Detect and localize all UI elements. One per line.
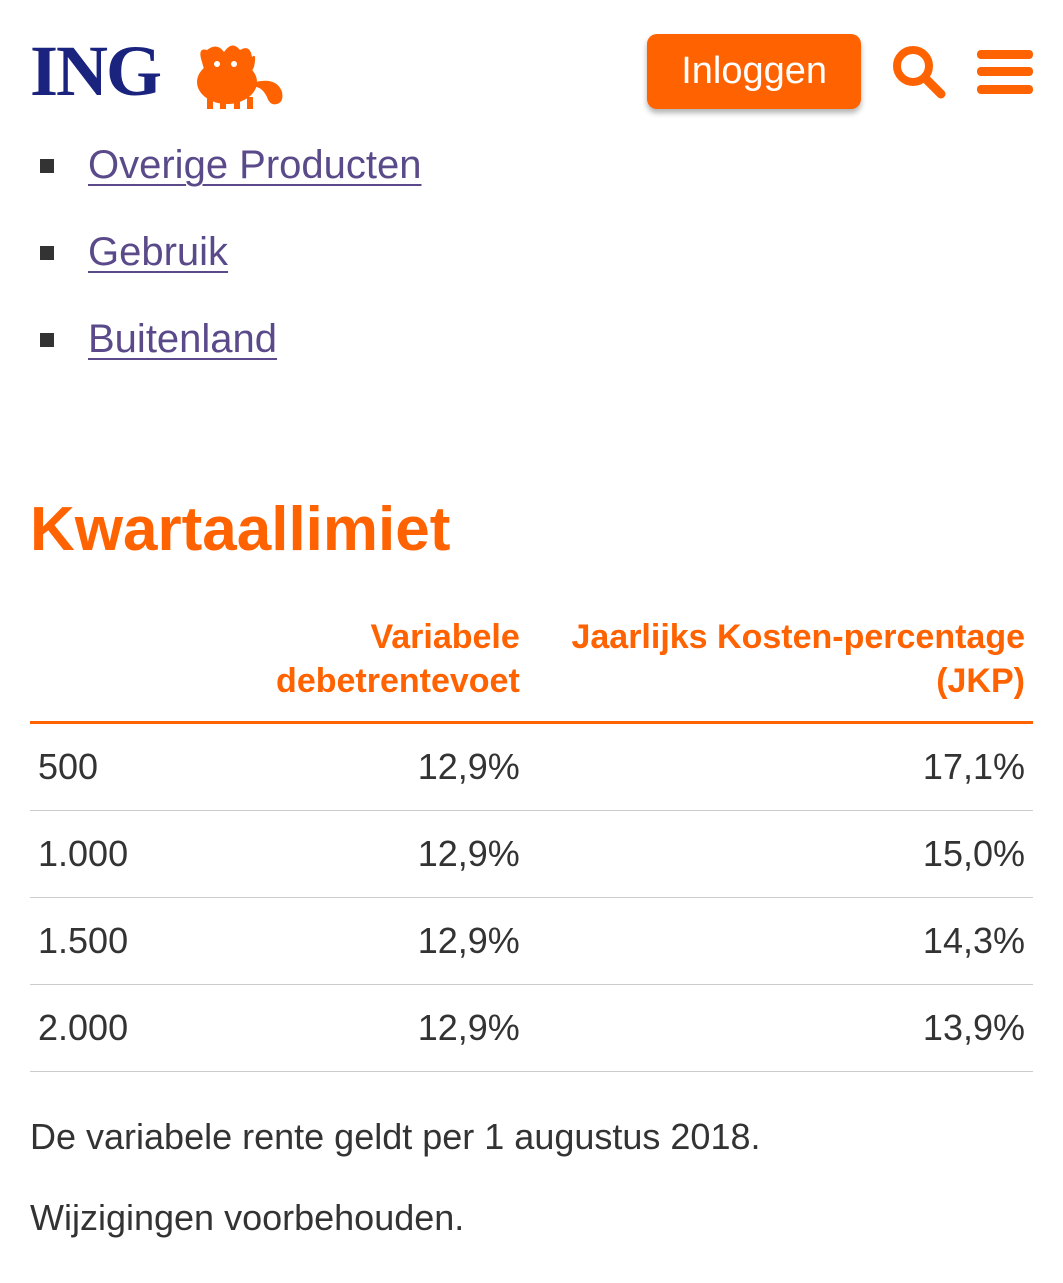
login-button[interactable]: Inloggen — [647, 34, 861, 109]
logo-text: ING — [30, 30, 160, 113]
table-header-row: Variabele debetrentevoet Jaarlijks Koste… — [30, 605, 1033, 723]
hamburger-bar — [977, 67, 1033, 76]
table-cell-jkp: 17,1% — [528, 723, 1033, 811]
hamburger-bar — [977, 85, 1033, 94]
nav-item-gebruik: Gebruik — [40, 230, 1023, 275]
kwartaallimiet-table: Variabele debetrentevoet Jaarlijks Koste… — [30, 605, 1033, 1072]
table-cell-jkp: 13,9% — [528, 985, 1033, 1072]
footer-note-1: De variabele rente geldt per 1 augustus … — [30, 1112, 1033, 1162]
table-row: 1.000 12,9% 15,0% — [30, 811, 1033, 898]
table-cell-debet: 12,9% — [136, 985, 528, 1072]
search-icon[interactable] — [891, 44, 947, 100]
table-cell-debet: 12,9% — [136, 723, 528, 811]
table-cell-debet: 12,9% — [136, 811, 528, 898]
table-cell-jkp: 14,3% — [528, 898, 1033, 985]
footer-notes: De variabele rente geldt per 1 augustus … — [0, 1082, 1063, 1283]
nav-item-buitenland: Buitenland — [40, 317, 1023, 362]
nav-link-overige-producten[interactable]: Overige Producten — [88, 143, 422, 188]
lion-icon — [172, 32, 292, 112]
table-header-debet: Variabele debetrentevoet — [136, 605, 528, 723]
nav-link-buitenland[interactable]: Buitenland — [88, 317, 277, 362]
table-row: 500 12,9% 17,1% — [30, 723, 1033, 811]
table-cell-debet: 12,9% — [136, 898, 528, 985]
table-cell-jkp: 15,0% — [528, 811, 1033, 898]
table-row: 1.500 12,9% 14,3% — [30, 898, 1033, 985]
table-cell-amount: 500 — [30, 723, 136, 811]
table-cell-amount: 2.000 — [30, 985, 136, 1072]
logo-area[interactable]: ING — [30, 30, 292, 113]
nav-item-overige-producten: Overige Producten — [40, 143, 1023, 188]
section-heading: Kwartaallimiet — [0, 444, 1063, 595]
nav-list: Overige Producten Gebruik Buitenland — [0, 133, 1063, 444]
footer-note-2: Wijzigingen voorbehouden. — [30, 1193, 1033, 1243]
header-actions: Inloggen — [647, 34, 1033, 109]
table-cell-amount: 1.500 — [30, 898, 136, 985]
page-header: ING Inloggen — [0, 0, 1063, 133]
table-cell-amount: 1.000 — [30, 811, 136, 898]
table-row: 2.000 12,9% 13,9% — [30, 985, 1033, 1072]
nav-link-gebruik[interactable]: Gebruik — [88, 230, 228, 275]
table-header-empty — [30, 605, 136, 723]
table-header-jkp: Jaarlijks Kosten-percentage (JKP) — [528, 605, 1033, 723]
menu-icon[interactable] — [977, 50, 1033, 94]
hamburger-bar — [977, 50, 1033, 59]
